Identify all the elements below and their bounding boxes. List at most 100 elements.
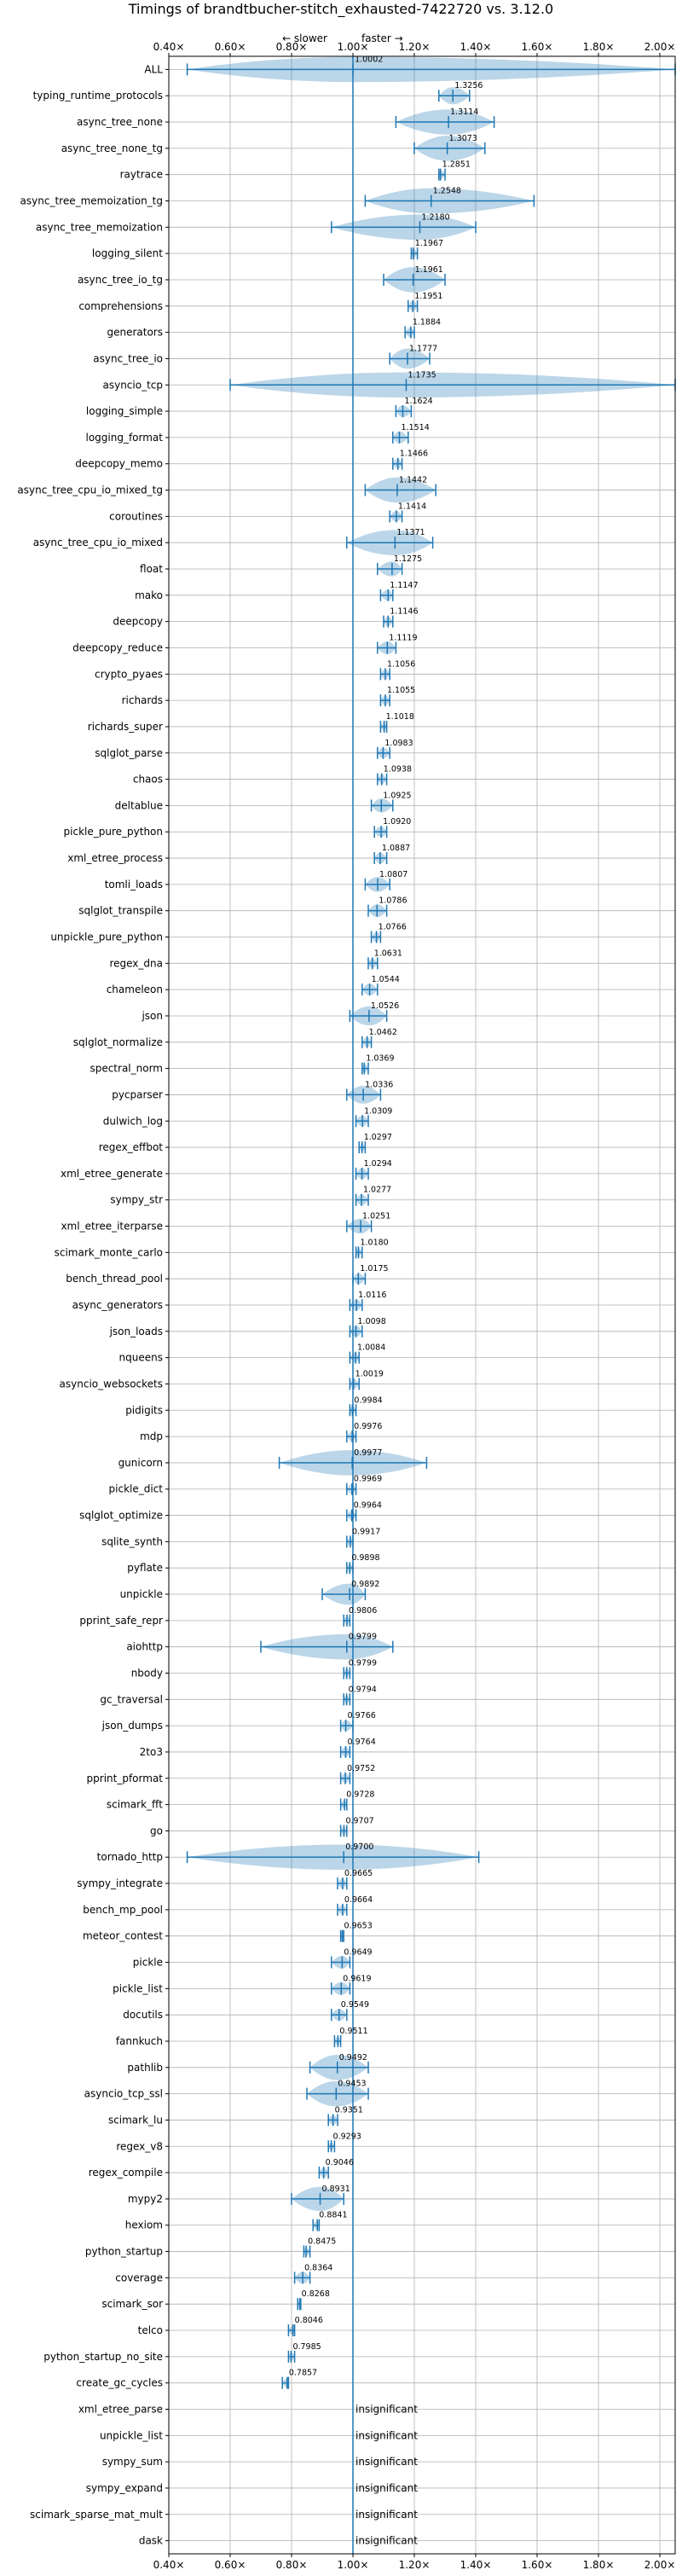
benchmark-label: scimark_fft <box>107 1799 163 1811</box>
insignificant-label: insignificant <box>355 2509 418 2521</box>
x-tick-label-top: 1.40× <box>460 41 492 53</box>
insignificant-label: insignificant <box>355 2403 418 2415</box>
value-label: 0.7857 <box>289 2369 317 2378</box>
benchmark-label: async_tree_io <box>93 352 163 364</box>
value-label: 0.8841 <box>319 2211 347 2220</box>
benchmark-label: fannkuch <box>116 2035 163 2047</box>
value-label: 1.0309 <box>364 1106 392 1116</box>
benchmark-label: regex_dna <box>109 957 163 969</box>
benchmark-label: tornado_http <box>97 1851 163 1863</box>
benchmark-label: json <box>141 1010 163 1022</box>
x-tick-label-top: 2.00× <box>644 41 676 53</box>
value-label: 0.9766 <box>348 1711 376 1720</box>
benchmark-label: deepcopy_reduce <box>72 641 163 653</box>
benchmark-label: go <box>150 1825 163 1836</box>
benchmark-label: mako <box>135 589 163 601</box>
value-label: 0.8046 <box>295 2316 323 2325</box>
benchmark-label: xml_etree_parse <box>78 2403 163 2415</box>
insignificant-label: insignificant <box>355 2482 418 2494</box>
benchmark-label: dask <box>139 2535 163 2547</box>
value-label: 1.1146 <box>390 607 418 617</box>
value-label: 0.9665 <box>344 1869 373 1878</box>
value-label: 1.0807 <box>379 870 407 879</box>
value-label: 1.1777 <box>409 344 437 353</box>
value-label: 1.1147 <box>390 581 418 590</box>
benchmark-label: scimark_sor <box>101 2298 163 2310</box>
x-tick-label-bottom: 1.80× <box>583 2559 615 2571</box>
benchmark-label: unpickle_list <box>100 2429 163 2441</box>
x-tick-label-top: 0.40× <box>153 41 185 53</box>
value-label: 1.1514 <box>402 423 430 432</box>
benchmark-label: deepcopy_memo <box>75 458 163 470</box>
plot-frame <box>168 55 676 2555</box>
benchmark-label: sqlglot_optimize <box>79 1510 163 1522</box>
benchmark-label: regex_v8 <box>116 2140 163 2152</box>
value-label: 1.0369 <box>366 1054 394 1064</box>
value-label: 0.8475 <box>308 2237 336 2247</box>
x-tick-label-bottom: 1.60× <box>522 2559 553 2571</box>
benchmark-label: nbody <box>131 1667 163 1679</box>
benchmark-label: sympy_str <box>110 1194 163 1206</box>
benchmark-label: pprint_safe_repr <box>79 1615 163 1627</box>
x-tick-label-bottom: 0.40× <box>153 2559 185 2571</box>
value-label: 0.9293 <box>333 2132 361 2141</box>
benchmark-label: float <box>140 563 163 575</box>
value-label: 1.3114 <box>450 107 478 117</box>
value-label: 1.0887 <box>382 844 410 853</box>
benchmark-label: async_tree_memoization <box>36 221 163 233</box>
benchmark-label: coroutines <box>109 510 163 522</box>
value-label: 1.3256 <box>454 81 483 90</box>
value-label: 1.0098 <box>358 1317 386 1326</box>
value-label: 0.9649 <box>344 1948 372 1958</box>
label-layer: 0.40× 0.40× 0.60× 0.60× 0.80× 0.80× 1.00× 1.00×… <box>17 41 675 2571</box>
benchmark-label: gunicorn <box>118 1457 163 1469</box>
benchmark-label: generators <box>107 327 163 339</box>
value-label: 1.0631 <box>374 949 402 958</box>
benchmark-label: async_generators <box>72 1299 163 1311</box>
benchmark-label: coverage <box>115 2271 163 2283</box>
benchmark-label: ALL <box>144 63 163 75</box>
value-label: 0.9549 <box>341 2000 369 2010</box>
x-tick-label-bottom: 1.20× <box>399 2559 431 2571</box>
benchmark-label: pyflate <box>127 1562 163 1574</box>
value-label: 1.0294 <box>364 1159 392 1169</box>
value-label: 1.0925 <box>383 791 411 800</box>
benchmark-label: tomli_loads <box>105 879 163 891</box>
benchmark-label: spectral_norm <box>90 1063 163 1075</box>
value-label: 0.9492 <box>339 2053 367 2063</box>
benchmark-label: docutils <box>123 2009 163 2021</box>
benchmark-label: chameleon <box>107 983 163 995</box>
x-tick-label-bottom: 1.00× <box>338 2559 369 2571</box>
benchmark-label: python_startup_no_site <box>43 2351 163 2363</box>
value-label: 0.9984 <box>354 1395 382 1405</box>
value-label: 0.9806 <box>349 1606 377 1616</box>
value-label: 1.0544 <box>372 975 400 984</box>
benchmark-label: deltablue <box>115 799 163 811</box>
x-tick-label-top: 1.80× <box>583 41 615 53</box>
benchmark-label: unpickle_pure_python <box>50 931 163 943</box>
value-label: 1.2548 <box>433 187 461 196</box>
benchmark-label: sympy_integrate <box>77 1877 163 1889</box>
benchmark-label: pprint_pformat <box>87 1772 164 1784</box>
benchmark-label: sympy_sum <box>102 2456 163 2468</box>
x-tick-label-bottom: 0.80× <box>276 2559 308 2571</box>
value-label: 0.9964 <box>354 1501 382 1511</box>
benchmark-label: deepcopy <box>113 616 163 628</box>
x-tick-label-top: 0.80× <box>276 41 308 53</box>
value-label: 1.0002 <box>355 55 383 64</box>
benchmark-label: logging_silent <box>92 247 163 259</box>
value-label: 0.9764 <box>348 1738 376 1747</box>
benchmark-label: create_gc_cycles <box>76 2377 163 2389</box>
benchmark-label: json_dumps <box>101 1720 163 1732</box>
value-label: 1.0019 <box>355 1369 384 1378</box>
value-label: 0.9976 <box>354 1422 382 1431</box>
benchmark-label: pathlib <box>127 2062 163 2074</box>
benchmark-label: dulwich_log <box>103 1115 163 1127</box>
value-label: 0.9799 <box>349 1633 377 1642</box>
value-label: 0.9046 <box>326 2158 354 2167</box>
benchmark-label: crypto_pyaes <box>95 668 163 680</box>
value-label: 1.1275 <box>394 554 422 564</box>
benchmark-label: sqlglot_normalize <box>73 1036 163 1048</box>
value-label: 0.9511 <box>339 2027 367 2036</box>
benchmark-label: regex_effbot <box>99 1141 164 1153</box>
